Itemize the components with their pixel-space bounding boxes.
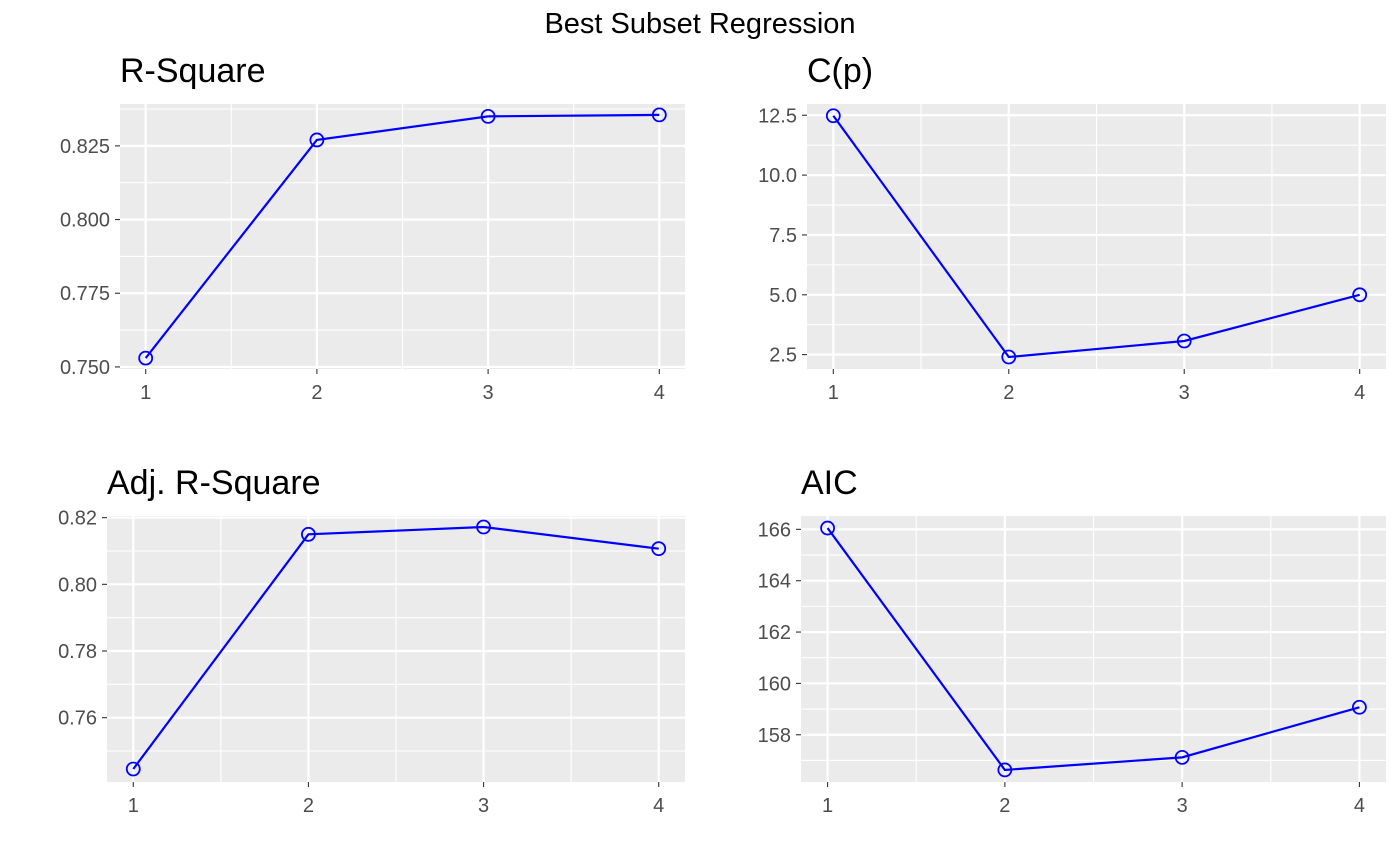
r-square-title: R-Square [120, 52, 266, 90]
r-square-y-tick-label: 0.800 [60, 210, 110, 232]
cp-y-tick-label: 2.5 [769, 345, 797, 367]
adj-r-square-title: Adj. R-Square [107, 464, 321, 502]
cp-series-line [832, 115, 1360, 359]
r-square-data-point [309, 132, 325, 148]
adj-r-square-panel: Adj. R-Square 0.76 0.78 0.80 0.82 1 2 3 4 [58, 464, 685, 817]
r-square-x-tick-label: 4 [654, 382, 665, 404]
adj-r-square-data-point [476, 519, 491, 535]
r-square-data-point [651, 107, 667, 123]
r-square-data-point [480, 108, 496, 124]
aic-x-tick-label: 1 [822, 795, 833, 817]
cp-data-point [1352, 287, 1368, 303]
cp-y-tick-label: 12.5 [758, 105, 797, 127]
aic-y-tick-label: 158 [758, 725, 791, 747]
r-square-panel: R-Square 0.750 0.775 0.800 0.825 1 2 3 4 [60, 52, 685, 404]
aic-title: AIC [801, 464, 858, 502]
cp-y-tick-label: 7.5 [769, 225, 797, 247]
adj-r-square-data-point [125, 761, 141, 777]
cp-data-point [1001, 349, 1017, 365]
adj-r-square-x-tick-label: 4 [653, 795, 664, 817]
cp-panel: C(p) 2.5 5.0 7.5 10.0 12.5 1 2 3 4 [758, 52, 1386, 404]
cp-data-point [1176, 333, 1192, 349]
aic-x-tick-label: 3 [1177, 795, 1188, 817]
aic-panel: AIC 158 160 162 164 166 1 2 3 4 [758, 464, 1386, 817]
aic-y-tick-label: 160 [758, 673, 791, 695]
adj-r-square-y-tick-label: 0.82 [58, 508, 97, 530]
aic-series-line [826, 527, 1360, 772]
aic-y-tick-label: 164 [758, 571, 791, 593]
aic-x-tick-label: 2 [999, 795, 1010, 817]
aic-data-point [1174, 749, 1190, 765]
r-square-x-tick-label: 3 [483, 382, 494, 404]
adj-r-square-series-line [132, 525, 659, 770]
cp-title: C(p) [807, 52, 873, 90]
adj-r-square-data-point [301, 526, 316, 542]
adj-r-square-x-tick-label: 1 [128, 795, 139, 817]
aic-x-tick-label: 4 [1354, 795, 1365, 817]
aic-y-tick-label: 162 [758, 622, 791, 644]
adj-r-square-x-tick-label: 3 [478, 795, 489, 817]
aic-data-point [820, 520, 835, 536]
figure-title: Best Subset Regression [544, 8, 855, 40]
adj-r-square-x-tick-label: 2 [303, 795, 314, 817]
aic-y-tick-label: 166 [758, 519, 791, 541]
cp-x-tick-label: 1 [828, 382, 839, 404]
cp-y-tick-label: 5.0 [769, 285, 797, 307]
r-square-x-tick-label: 2 [311, 382, 322, 404]
cp-y-tick-label: 10.0 [758, 165, 797, 187]
adj-r-square-data-point [651, 541, 667, 557]
r-square-y-tick-label: 0.775 [60, 283, 110, 305]
r-square-series-line [144, 113, 660, 359]
r-square-y-tick-label: 0.750 [60, 357, 110, 379]
cp-x-tick-label: 4 [1354, 382, 1365, 404]
adj-r-square-y-tick-label: 0.80 [58, 574, 97, 596]
r-square-y-tick-label: 0.825 [60, 136, 110, 158]
aic-data-point [997, 762, 1013, 778]
cp-data-point [825, 108, 841, 124]
aic-data-point [1352, 699, 1367, 715]
cp-x-tick-label: 2 [1003, 382, 1014, 404]
cp-x-tick-label: 3 [1179, 382, 1190, 404]
adj-r-square-y-tick-label: 0.76 [58, 708, 97, 730]
r-square-x-tick-label: 1 [140, 382, 151, 404]
r-square-data-point [138, 350, 154, 366]
adj-r-square-y-tick-label: 0.78 [58, 641, 97, 663]
